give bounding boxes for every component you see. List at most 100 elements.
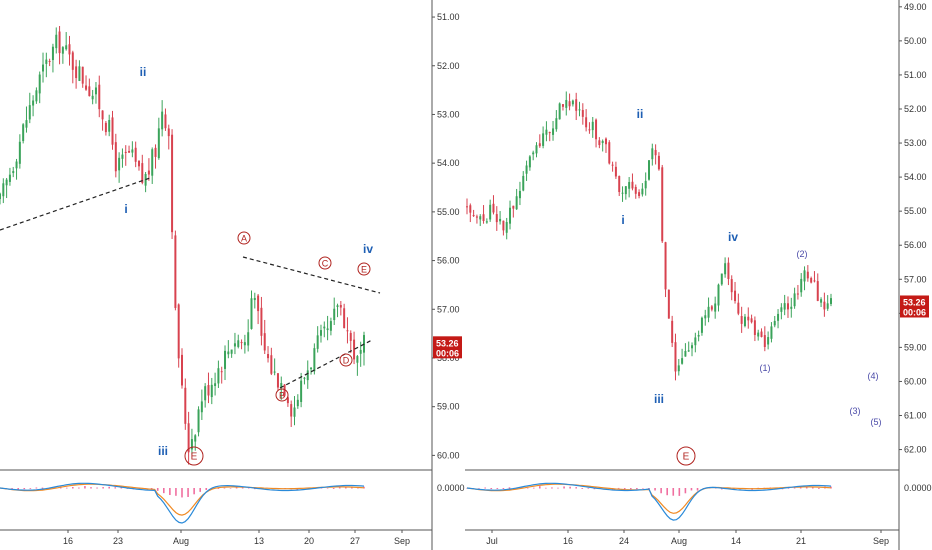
candle-body (697, 335, 700, 337)
macd-histogram-bar (169, 488, 171, 496)
candle-body (618, 176, 621, 193)
macd-histogram-bar (229, 488, 232, 489)
y-tick-label: 61.00 (904, 411, 927, 421)
candle-body (667, 289, 670, 319)
macd-histogram-bar (545, 487, 547, 489)
candle-body (290, 404, 293, 417)
macd-zero-label: 0.0000 (904, 483, 932, 493)
candle-body (147, 170, 150, 175)
candle-body (671, 320, 674, 343)
candle-body (538, 143, 541, 147)
candle-body (525, 165, 528, 174)
macd-histogram-bar (223, 487, 226, 489)
macd-histogram-bar (721, 488, 723, 490)
candle-body (588, 129, 591, 131)
trendline (279, 339, 373, 389)
x-tick-label: Sep (873, 536, 889, 546)
candle-body (329, 321, 332, 331)
candle-body (326, 328, 329, 331)
candle-body (151, 149, 154, 176)
candle-body (111, 117, 114, 145)
x-tick-label: 16 (63, 536, 73, 546)
candle-body (25, 120, 28, 128)
candle-body (664, 242, 667, 290)
candle-body (85, 85, 88, 90)
candle-body (319, 330, 322, 336)
candle-body (316, 335, 319, 349)
candle-body (263, 333, 266, 351)
macd-zero-label: 0.0000 (437, 483, 465, 493)
macd-histogram-bar (156, 488, 159, 491)
macd-signal-line (0, 483, 365, 516)
candle-body (472, 215, 475, 217)
macd-histogram-bar (114, 487, 117, 489)
y-tick-label: 59.00 (904, 342, 927, 352)
candle-body (134, 147, 137, 162)
candle-body (61, 47, 64, 54)
macd-histogram-bar (338, 487, 341, 489)
x-tick-label: 24 (619, 536, 629, 546)
candle-body (608, 142, 611, 164)
wave-label: i (124, 202, 127, 216)
candle-body (12, 171, 15, 174)
macd-histogram-bar (593, 488, 596, 490)
macd-histogram-bar (696, 488, 699, 491)
x-tick-label: 14 (731, 536, 741, 546)
x-tick-label: 20 (304, 536, 314, 546)
candle-body (757, 332, 760, 337)
x-tick-label: 13 (254, 536, 264, 546)
candle-body (101, 110, 104, 120)
candle-body (628, 182, 631, 189)
y-tick-label: 55.00 (904, 206, 927, 216)
candle-body (611, 164, 614, 166)
macd-histogram-bar (684, 488, 687, 494)
candle-body (595, 119, 598, 140)
x-tick-label: Sep (394, 536, 410, 546)
candle-body (237, 340, 240, 347)
macd-histogram-bar (120, 487, 123, 489)
macd-histogram-bar (587, 488, 590, 489)
candle-body (55, 34, 58, 49)
y-tick-label: 52.00 (437, 61, 460, 71)
candle-body (641, 188, 644, 195)
candle-body (720, 273, 723, 285)
candle-body (273, 371, 276, 373)
candle-body (482, 214, 485, 221)
macd-histogram-bar (812, 486, 814, 489)
macd-histogram-bar (181, 488, 183, 498)
candle-body (710, 306, 713, 310)
wave-label: (5) (871, 417, 882, 427)
candle-body (561, 104, 564, 107)
candle-body (22, 124, 25, 142)
candle-body (194, 435, 197, 442)
candle-body (479, 216, 482, 220)
candle-body (48, 60, 51, 62)
x-tick-label: Aug (671, 536, 687, 546)
candle-body (518, 190, 521, 199)
candle-body (750, 318, 753, 323)
countdown-label: 00:06 (903, 307, 926, 317)
candle-body (207, 385, 210, 396)
candle-body (691, 345, 694, 349)
candle-body (267, 354, 270, 359)
left-chart-panel: 51.0052.0053.0054.0055.0056.0057.0058.00… (0, 0, 465, 550)
macd-histogram-bar (217, 488, 220, 489)
candle-body (128, 150, 131, 153)
wave-circle (357, 262, 371, 276)
candle-body (681, 358, 684, 364)
candle-body (571, 100, 574, 105)
candle-body (604, 138, 607, 145)
candle-body (68, 44, 71, 55)
macd-histogram-bar (23, 488, 26, 490)
macd-histogram-bar (90, 487, 92, 489)
candle-body (727, 262, 730, 280)
macd-histogram-bar (351, 487, 353, 489)
candle-body (532, 152, 535, 155)
candle-body (648, 160, 650, 180)
macd-histogram-bar (805, 486, 808, 489)
candle-body (657, 155, 660, 170)
candle-body (227, 351, 230, 355)
candle-body (485, 221, 488, 223)
candle-body (760, 331, 763, 337)
candle-body (747, 316, 750, 321)
